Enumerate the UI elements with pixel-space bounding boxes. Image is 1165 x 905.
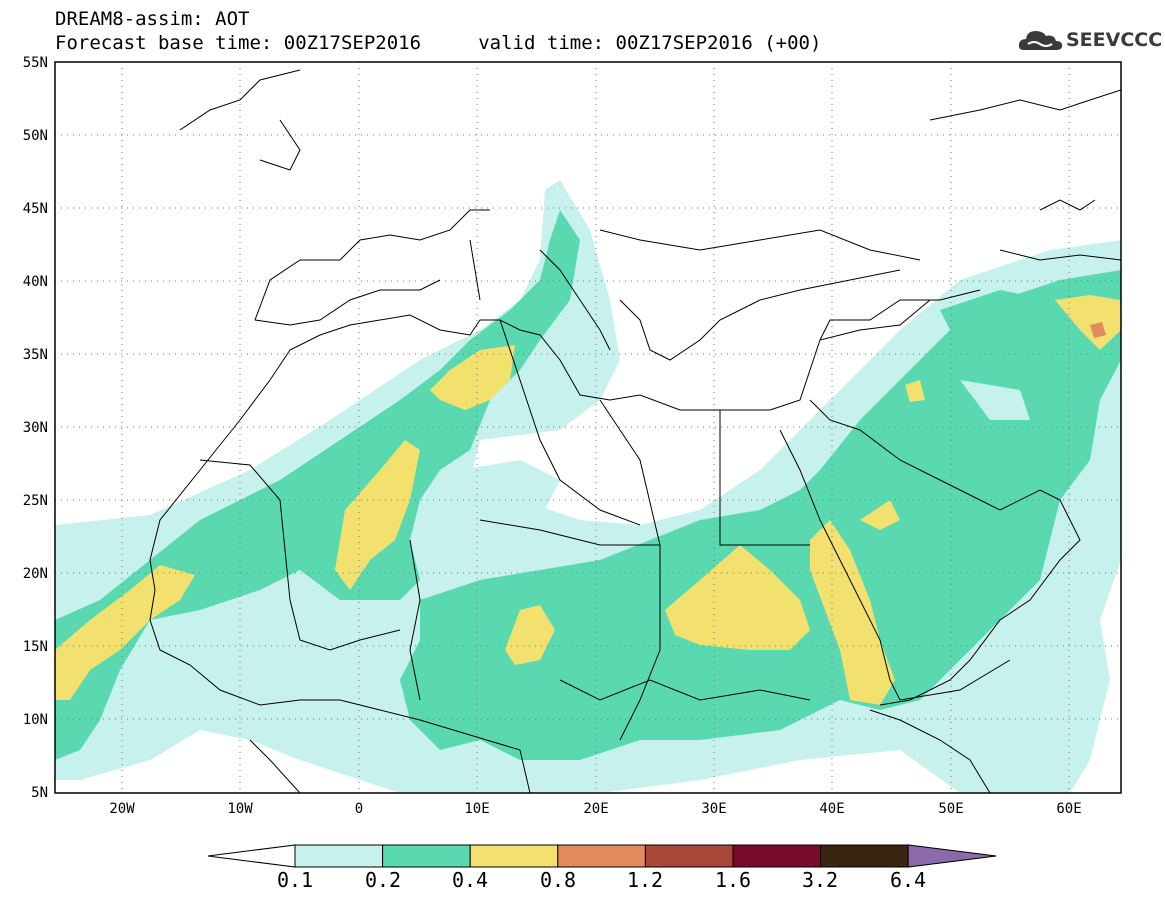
colorbar-level: 6.4 (889, 868, 927, 892)
colorbar (207, 844, 997, 868)
colorbar-level: 1.6 (714, 868, 752, 892)
colorbar-level: 0.2 (364, 868, 402, 892)
lat-tick-label: 45N (23, 201, 48, 217)
colorbar-level: 0.4 (451, 868, 489, 892)
lon-tick-label: 50E (938, 801, 963, 817)
colorbar-level: 3.2 (801, 868, 839, 892)
colorbar-swatch (557, 844, 646, 868)
lon-axis: 20W 10W 0 10E 20E 30E 40E 50E 60E (109, 801, 1081, 817)
lat-axis: 55N 50N 45N 40N 35N 30N 25N 20N 15N 10N … (23, 55, 48, 801)
lon-tick-label: 0 (355, 801, 363, 817)
lon-tick-label: 20W (109, 801, 135, 817)
colorbar-swatch (644, 844, 734, 868)
colorbar-level: 0.1 (276, 868, 314, 892)
map-frame (54, 61, 1122, 794)
lat-tick-label: 10N (23, 712, 48, 728)
colorbar-level: 0.8 (539, 868, 577, 892)
colorbar-arrow-high (907, 844, 997, 868)
lat-tick-label: 5N (31, 785, 48, 801)
cloud-icon (1018, 31, 1063, 50)
coastlines (149, 69, 1121, 793)
lon-tick-label: 10W (227, 801, 253, 817)
lat-tick-label: 20N (23, 566, 48, 582)
logo-text: SEEVCCC (1066, 29, 1163, 51)
lat-tick-label: 25N (23, 493, 48, 509)
forecast-time-line: Forecast base time: 00Z17SEP2016 valid t… (55, 32, 822, 54)
colorbar-swatch (382, 844, 471, 868)
lon-tick-label: 20E (583, 801, 608, 817)
aot-fields (55, 180, 1121, 793)
lon-tick-label: 60E (1056, 801, 1081, 817)
colorbar-swatch (469, 844, 559, 868)
map-title: DREAM8-assim: AOT (55, 8, 250, 30)
lat-tick-label: 15N (23, 639, 48, 655)
lat-tick-label: 40N (23, 274, 48, 290)
lon-tick-label: 30E (701, 801, 726, 817)
colorbar-swatch (732, 844, 822, 868)
lat-tick-label: 55N (23, 55, 48, 71)
lon-tick-label: 10E (464, 801, 489, 817)
lat-tick-label: 35N (23, 347, 48, 363)
lat-tick-label: 30N (23, 420, 48, 436)
colorbar-swatch (294, 844, 384, 868)
colorbar-swatch (820, 844, 909, 868)
graticule (55, 62, 1121, 793)
colorbar-level: 1.2 (626, 868, 664, 892)
colorbar-arrow-low (207, 844, 296, 868)
seevccc-logo: SEEVCCC (1018, 26, 1162, 54)
lon-tick-label: 40E (819, 801, 844, 817)
lat-tick-label: 50N (23, 128, 48, 144)
